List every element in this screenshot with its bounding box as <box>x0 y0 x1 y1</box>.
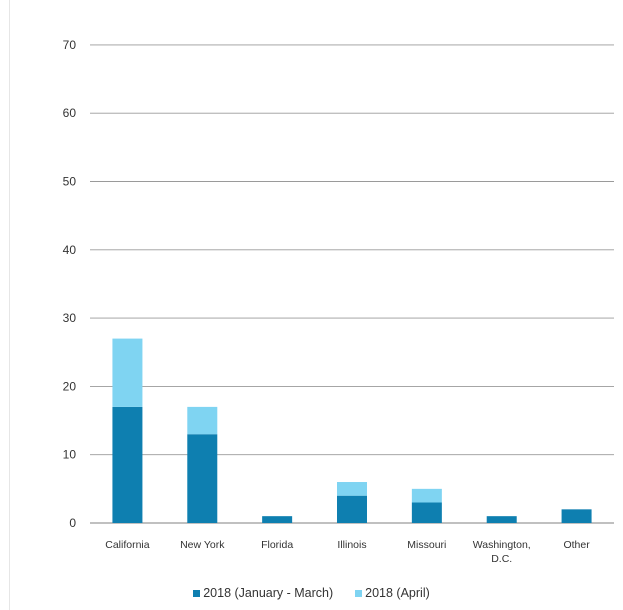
bar-series-2-3 <box>337 482 367 496</box>
x-tick-label: New York <box>180 539 225 551</box>
x-tick-label: Washington, D.C. <box>473 539 531 565</box>
y-tick-label: 30 <box>63 311 77 325</box>
bar-series-1-6 <box>561 509 592 523</box>
x-tick-label: Other <box>563 539 590 551</box>
x-tick-label: Florida <box>261 539 293 551</box>
y-tick-label: 40 <box>63 243 77 257</box>
y-tick-label: 10 <box>63 448 77 462</box>
y-tick-label: 70 <box>63 38 77 52</box>
legend-label-series-2: 2018 (April) <box>365 586 430 600</box>
legend-item-series-2: 2018 (April) <box>355 586 430 600</box>
bar-series-1-0 <box>112 406 143 523</box>
stacked-bar-chart: 0 10 20 30 40 50 60 70 California New York Florida… <box>63 38 614 565</box>
legend: 2018 (January - March) 2018 (April) <box>0 586 623 600</box>
bar-series-1-4 <box>411 502 442 523</box>
bar-series-1-3 <box>337 495 367 523</box>
legend-swatch-series-2 <box>355 589 363 597</box>
y-tick-label: 50 <box>63 175 77 189</box>
bar-series-1-5 <box>486 516 517 523</box>
legend-item-series-1: 2018 (January - March) <box>193 586 333 600</box>
y-tick-label: 0 <box>69 516 76 530</box>
bar-series-1-2 <box>262 516 293 523</box>
legend-label-series-1: 2018 (January - March) <box>203 586 334 600</box>
bar-series-2-4 <box>411 488 442 503</box>
y-tick-label: 20 <box>63 379 77 393</box>
bar-series-2-1 <box>187 406 218 435</box>
x-tick-label: Missouri <box>407 539 446 551</box>
x-tick-label: Illinois <box>337 539 366 551</box>
panel-border <box>9 0 10 610</box>
bar-series-2-0 <box>112 338 143 407</box>
x-tick-label: California <box>105 539 150 551</box>
y-tick-label: 60 <box>63 106 77 120</box>
bar-series-1-1 <box>187 434 218 523</box>
legend-swatch-series-1 <box>193 589 201 597</box>
